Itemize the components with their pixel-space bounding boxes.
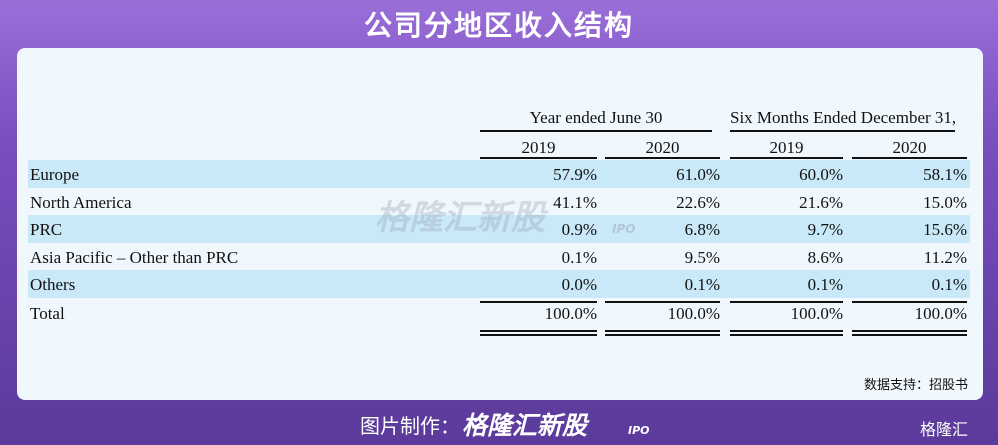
row-label: PRC — [30, 220, 63, 239]
value-cell: 100.0% — [914, 304, 967, 323]
source-note: 数据支持：招股书 — [863, 378, 968, 393]
footer-brand: 格隆汇新股 — [462, 411, 588, 440]
value-cell: 0.9% — [561, 220, 597, 239]
value-cell: 0.1% — [561, 248, 597, 267]
title: 公司分地区收入结构 — [363, 9, 634, 42]
value-cell: 9.5% — [684, 248, 720, 267]
value-cell: 22.6% — [676, 193, 720, 212]
value-cell: 21.6% — [799, 193, 843, 212]
rule — [605, 157, 720, 159]
value-cell: 15.6% — [923, 220, 967, 239]
value-cell: 8.6% — [807, 248, 843, 267]
rule — [480, 157, 597, 159]
row-label: Europe — [30, 165, 80, 184]
group-header: Six Months Ended December 31, — [730, 108, 957, 127]
rule — [730, 330, 843, 332]
watermark-tag: IPO — [612, 222, 636, 236]
year-header: 2019 — [521, 138, 556, 157]
watermark: 格隆汇新股 — [375, 198, 545, 238]
rule — [730, 130, 955, 132]
rule — [852, 301, 967, 303]
rule — [852, 334, 967, 336]
rule — [730, 301, 843, 303]
value-cell: 57.9% — [553, 165, 597, 184]
row-band — [28, 215, 970, 243]
row-label: North America — [30, 193, 132, 212]
value-cell: 60.0% — [799, 165, 843, 184]
row-label: Others — [30, 275, 76, 294]
year-header: 2020 — [892, 138, 927, 157]
year-header: 2019 — [769, 138, 804, 157]
value-cell: 0.0% — [561, 275, 597, 294]
rule — [605, 301, 720, 303]
rule — [480, 130, 712, 132]
value-cell: 15.0% — [923, 193, 967, 212]
value-cell: 0.1% — [931, 275, 967, 294]
rule — [480, 334, 597, 336]
value-cell: 9.7% — [807, 220, 843, 239]
value-cell: 41.1% — [553, 193, 597, 212]
rule — [730, 334, 843, 336]
footer-tag: IPO — [628, 424, 650, 437]
value-cell: 100.0% — [667, 304, 720, 323]
value-cell: 6.8% — [684, 220, 720, 239]
value-cell: 100.0% — [544, 304, 597, 323]
footer-logo: 格隆汇 — [920, 420, 969, 439]
value-cell: 100.0% — [790, 304, 843, 323]
row-band — [28, 160, 970, 188]
value-cell: 11.2% — [923, 248, 967, 267]
footer-prefix: 图片制作： — [360, 414, 460, 438]
row-band — [28, 270, 970, 298]
row-label: Asia Pacific – Other than PRC — [30, 248, 239, 267]
year-header: 2020 — [645, 138, 680, 157]
value-cell: 0.1% — [684, 275, 720, 294]
rule — [480, 330, 597, 332]
rule — [852, 330, 967, 332]
rule — [605, 334, 720, 336]
group-header: Year ended June 30 — [529, 108, 663, 127]
value-cell: 0.1% — [807, 275, 843, 294]
row-label: Total — [30, 304, 65, 323]
rule — [852, 157, 967, 159]
value-cell: 58.1% — [923, 165, 967, 184]
value-cell: 61.0% — [676, 165, 720, 184]
rule — [730, 157, 843, 159]
rule — [605, 330, 720, 332]
rule — [480, 301, 597, 303]
